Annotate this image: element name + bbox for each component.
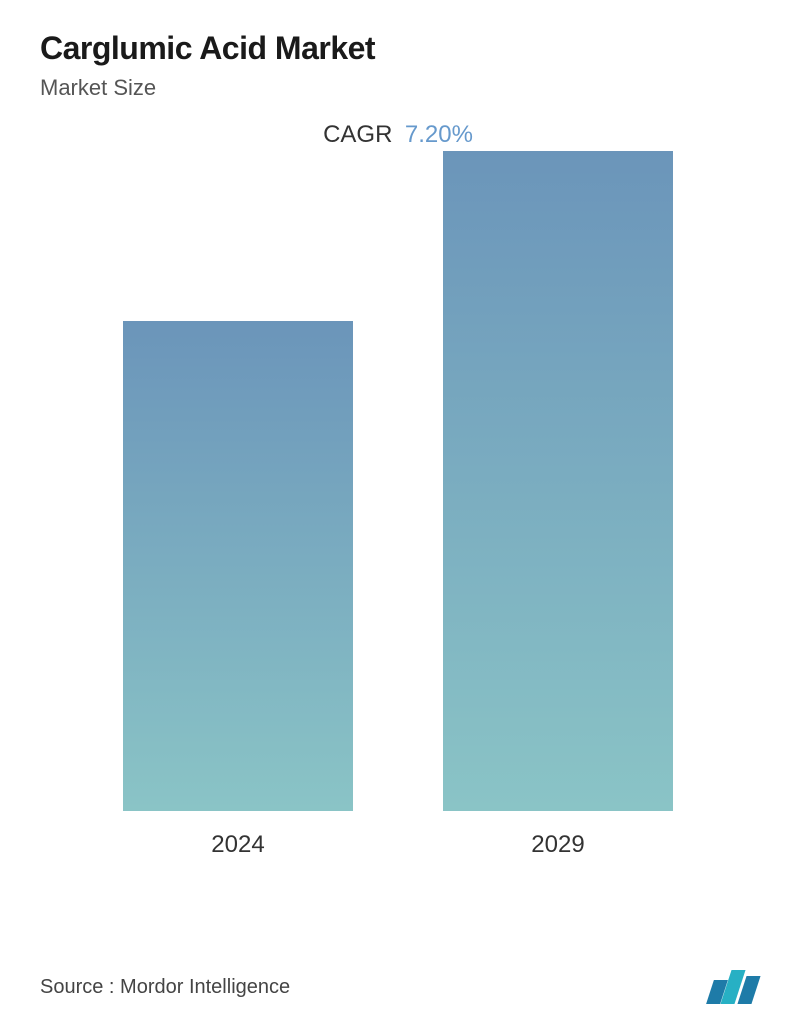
cagr-row: CAGR 7.20%	[40, 121, 756, 149]
bar-label: 2024	[211, 831, 264, 859]
footer: Source : Mordor Intelligence	[40, 970, 756, 1004]
bar-label: 2029	[531, 831, 584, 859]
bar-group: 2024	[123, 321, 353, 859]
bar-group: 2029	[443, 151, 673, 859]
cagr-label: CAGR	[323, 121, 392, 148]
brand-logo	[710, 970, 756, 1004]
page-title: Carglumic Acid Market	[40, 30, 756, 67]
bar-chart: 2024 2029	[40, 179, 756, 859]
cagr-value: 7.20%	[405, 121, 473, 148]
subtitle: Market Size	[40, 75, 756, 101]
source-text: Source : Mordor Intelligence	[40, 976, 290, 999]
bar	[443, 151, 673, 811]
bar	[123, 321, 353, 811]
